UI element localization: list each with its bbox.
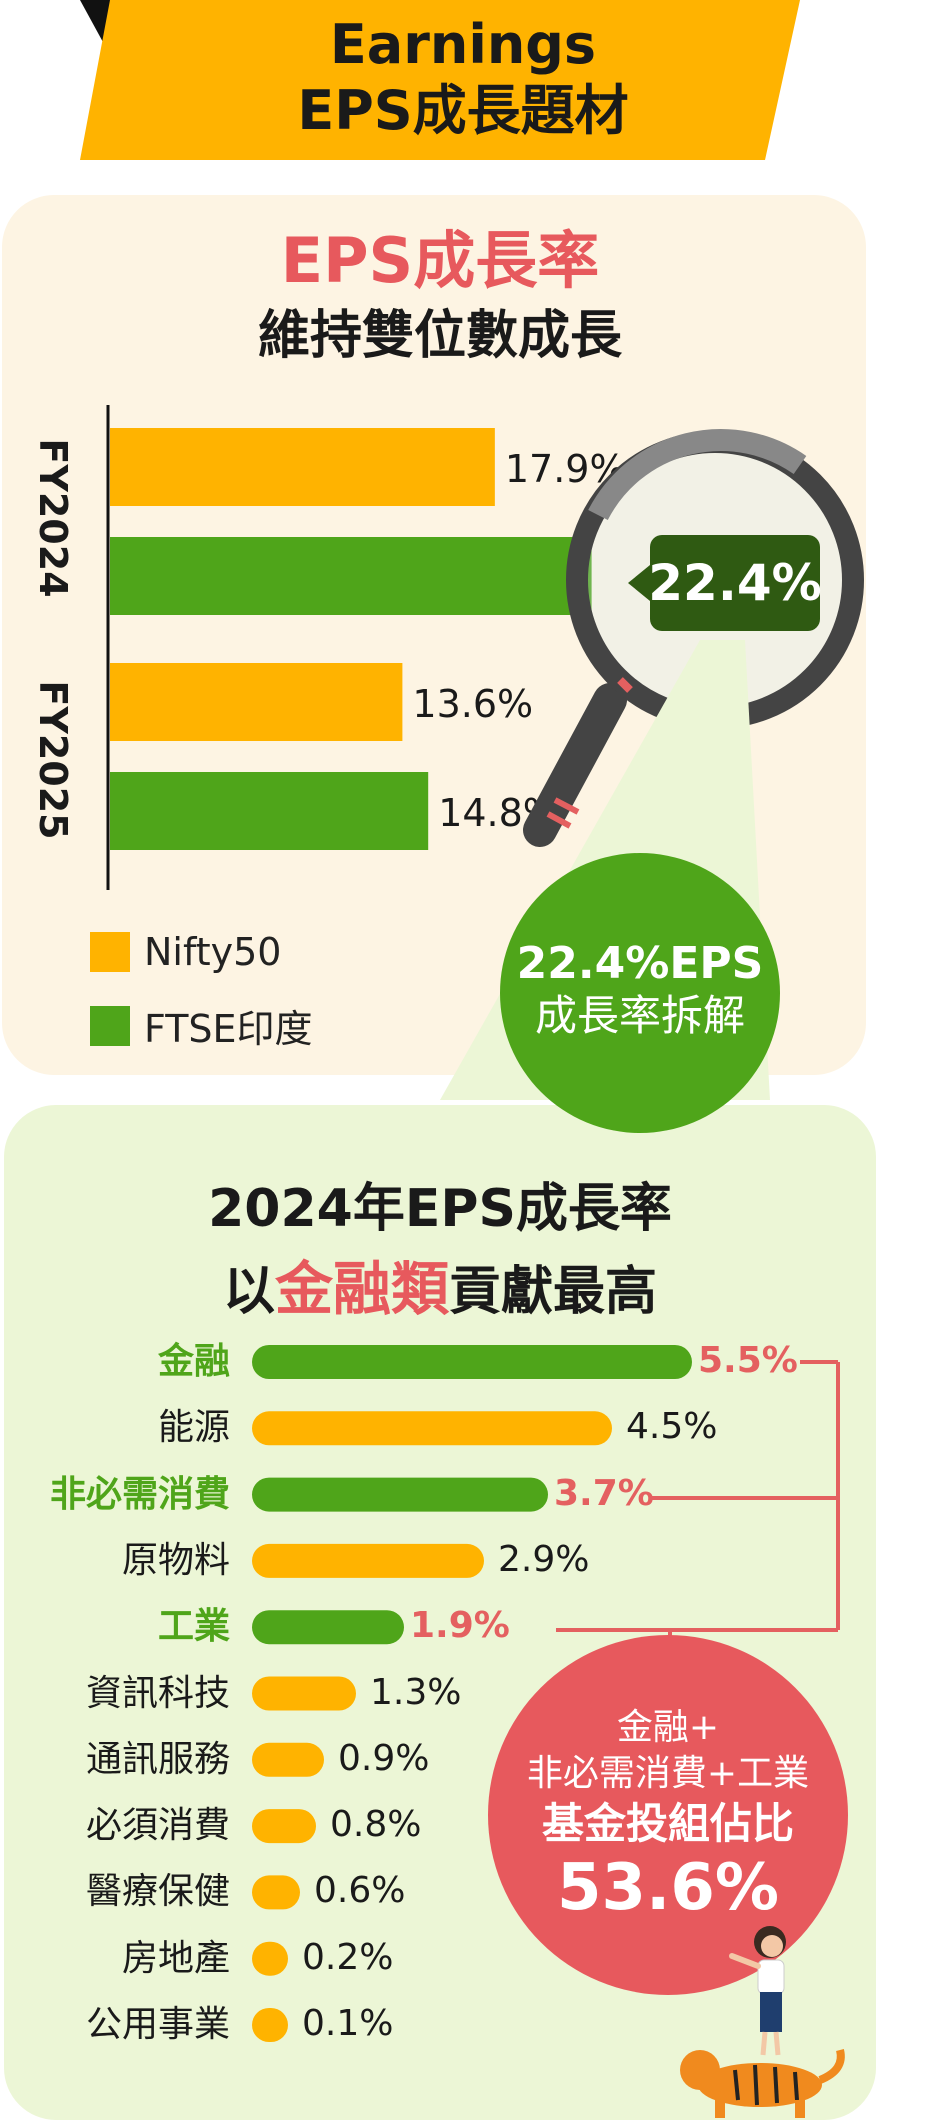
section2-title-post: 貢獻最高 [449,1262,658,1322]
sector-value-2: 3.7% [554,1472,654,1514]
sector-label-3: 原物料 [121,1539,230,1581]
section2-title-highlight: 金融類 [274,1255,449,1323]
sector-label-0: 金融 [157,1341,230,1382]
category-label-fy2024: FY2024 [31,438,75,597]
sector-value-9: 0.2% [302,1936,394,1978]
sector-bar-6 [252,1742,324,1777]
highlight-bracket [556,1360,840,1650]
bar-ftse-fy2024 [110,537,592,615]
sector-label-1: 能源 [157,1407,230,1449]
legend-ftse: FTSE印度 [90,998,313,1053]
sector-label-7: 必須消費 [85,1805,230,1847]
legend-label-nifty50: Nifty50 [144,930,282,974]
bubble-green-line1: 22.4%EPS [516,938,764,989]
person-icon [729,1926,786,2056]
tiger-icon [680,2049,845,2118]
legend-swatch-ftse [90,1005,130,1046]
sector-bar-2 [252,1477,548,1512]
legend-swatch-nifty50 [90,932,130,972]
sector-label-4: 工業 [157,1606,230,1648]
eps-breakdown-bubble: 22.4%EPS 成長率拆解 [500,853,780,1133]
bar-nifty50-fy2024 [110,428,495,506]
bubble-red-line2: 非必需消費+工業 [526,1753,810,1794]
sector-bar-9 [252,1941,288,1976]
sector-value-7: 0.8% [330,1804,422,1846]
sector-label-8: 醫療保健 [85,1871,230,1913]
section2-title-line2: 以金融類貢獻最高 [0,1258,880,1323]
sector-label-9: 房地產 [121,1937,230,1979]
sector-bar-7 [252,1809,316,1844]
bubble-green-line2: 成長率拆解 [534,991,745,1040]
bubble-red-line1: 金融+ [616,1707,720,1748]
section2-title-pre: 以 [222,1262,275,1322]
sector-label-2: 非必需消費 [49,1473,230,1515]
sector-value-4: 1.9% [410,1605,510,1647]
sector-value-10: 0.1% [302,2003,394,2044]
header-banner: Earnings EPS成長題材 [0,0,926,170]
section2-title-line1: 2024年EPS成長率 [208,1179,672,1239]
sector-bar-4 [252,1610,404,1645]
banner-title-line2: EPS成長題材 [297,79,629,142]
magnified-value-callout: 22.4% [628,535,822,631]
mascot-illustration [680,1926,845,2118]
label-nifty50-fy2025: 13.6% [412,682,533,726]
sector-bar-5 [252,1676,356,1711]
sector-value-3: 2.9% [498,1538,590,1580]
category-label-fy2025: FY2025 [31,680,75,839]
sector-value-6: 0.9% [338,1737,430,1779]
bar-nifty50-fy2025 [110,663,403,741]
section1-title-red: EPS成長率 [280,224,600,297]
sector-value-8: 0.6% [314,1870,406,1912]
bubble-red-line3: 基金投組佔比 [541,1799,794,1848]
sector-bar-8 [252,1875,300,1910]
label-ftse-fy2024: 22.4% [648,554,821,612]
sector-bar-1 [252,1411,612,1446]
sector-bar-3 [252,1543,484,1578]
legend-label-ftse: FTSE印度 [144,1007,313,1051]
sector-bar-10 [252,2008,288,2042]
sector-label-5: 資訊科技 [85,1672,230,1714]
sector-label-10: 公用事業 [85,2004,230,2045]
legend-nifty50: Nifty50 [90,930,281,974]
sector-value-0: 5.5% [698,1340,798,1381]
sector-value-1: 4.5% [626,1406,718,1448]
sector-label-6: 通訊服務 [85,1738,230,1780]
sector-bar-0 [252,1345,692,1379]
bubble-red-line4: 53.6% [556,1851,780,1925]
portfolio-share-bubble: 金融+ 非必需消費+工業 基金投組佔比 53.6% [488,1635,848,1995]
banner-shape [80,0,800,160]
bar-ftse-fy2025 [110,772,429,850]
section1-title-dark: 維持雙位數成長 [257,306,622,366]
sector-value-5: 1.3% [370,1671,462,1713]
banner-title-line1: Earnings [329,13,597,76]
